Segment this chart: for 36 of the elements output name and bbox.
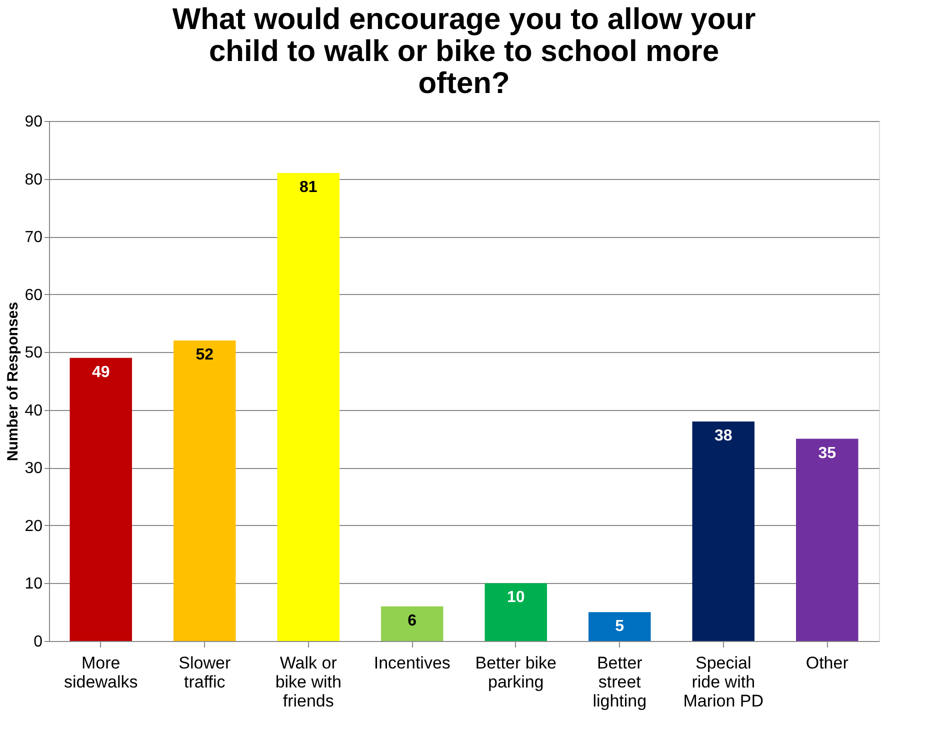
data-label: 5	[615, 618, 624, 636]
x-tick-label: More sidewalks	[64, 654, 138, 692]
bar	[277, 173, 340, 641]
y-tick-label: 60	[24, 286, 43, 304]
bar	[381, 606, 444, 641]
chart-title: What would encourage you to allow your child to walk or bike to school more often?	[172, 3, 756, 100]
bar	[692, 421, 754, 641]
bar	[174, 340, 236, 641]
data-label: 52	[196, 346, 214, 364]
data-label: 38	[714, 427, 732, 444]
data-label: 35	[818, 444, 836, 462]
y-tick-label: 30	[24, 460, 43, 478]
y-tick-label: 40	[24, 402, 43, 420]
data-label: 10	[506, 589, 525, 606]
bar	[484, 583, 547, 641]
y-tick-label: 90	[24, 114, 43, 130]
y-tick-label: 50	[24, 344, 43, 362]
bar	[588, 612, 651, 641]
x-tick-label: Walk or bike with friends	[275, 654, 342, 710]
data-label: 81	[299, 179, 318, 196]
y-tick-label: 20	[24, 518, 43, 535]
bar	[796, 438, 858, 641]
y-axis-title: Number of Responses	[4, 302, 22, 462]
y-tick-label: 10	[24, 576, 43, 593]
x-tick-label: Better street lighting	[592, 654, 647, 710]
y-tick-label: 70	[24, 229, 43, 246]
y-tick-label: 80	[24, 171, 43, 188]
x-tick-label: Other	[806, 654, 849, 672]
x-tick-label: Slower traffic	[178, 654, 231, 692]
x-tick-label: Incentives	[374, 654, 450, 672]
bar	[70, 358, 132, 641]
x-tick-label: Special ride with Marion PD	[683, 654, 764, 710]
data-label: 49	[92, 364, 110, 381]
data-label: 6	[408, 612, 417, 630]
y-tick-label: 0	[34, 634, 43, 650]
x-tick-label: Better bike parking	[475, 654, 557, 692]
